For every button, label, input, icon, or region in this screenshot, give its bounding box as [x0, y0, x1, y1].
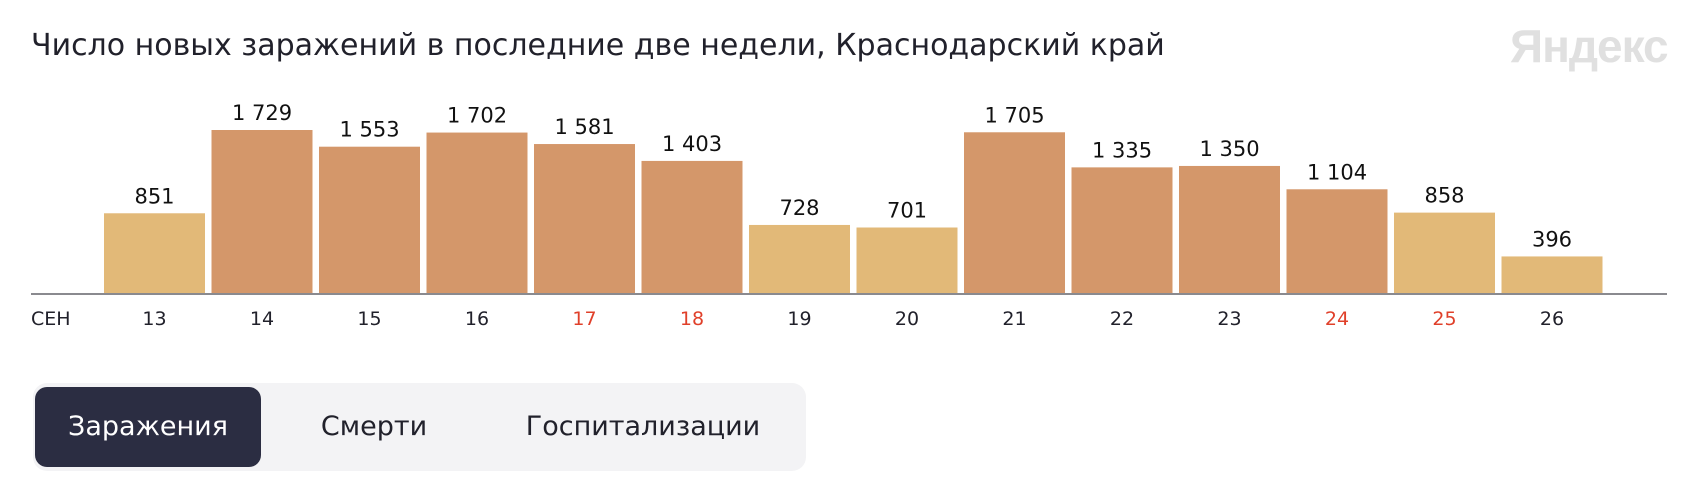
chart-title: Число новых заражений в последние две не… [31, 28, 1165, 63]
bar-21 [964, 132, 1065, 294]
value-label-21: 1 705 [984, 103, 1044, 127]
value-label-26: 396 [1532, 227, 1572, 251]
tick-label-19: 19 [787, 308, 811, 330]
yandex-logo: Яндекс [1510, 20, 1669, 72]
bar-15 [319, 146, 420, 294]
tick-label-17: 17 [572, 308, 596, 330]
value-label-25: 858 [1424, 184, 1464, 208]
bar-23 [1179, 165, 1280, 294]
bar-24 [1286, 189, 1388, 294]
value-label-20: 701 [887, 199, 927, 223]
tick-label-15: 15 [357, 308, 381, 330]
metric-tabs: Заражения Смерти Госпитализации [33, 383, 806, 471]
value-label-19: 728 [779, 196, 819, 220]
tick-label-14: 14 [250, 308, 274, 330]
tick-label-22: 22 [1110, 308, 1134, 330]
bar-18 [641, 160, 743, 294]
tick-label-24: 24 [1325, 308, 1349, 330]
tick-label-18: 18 [680, 308, 704, 330]
tick-label-21: 21 [1002, 308, 1026, 330]
tick-label-16: 16 [465, 308, 489, 330]
bar-22 [1071, 167, 1173, 294]
value-label-23: 1 350 [1199, 137, 1259, 161]
month-label: СЕН [31, 308, 71, 330]
value-label-22: 1 335 [1092, 138, 1152, 162]
value-label-24: 1 104 [1307, 160, 1367, 184]
value-label-17: 1 581 [554, 115, 614, 139]
bar-19 [749, 224, 850, 294]
tick-label-20: 20 [895, 308, 919, 330]
bar-16 [426, 132, 528, 294]
value-label-13: 851 [134, 184, 174, 208]
value-label-15: 1 553 [339, 118, 399, 142]
value-label-16: 1 702 [447, 104, 507, 128]
bar-26 [1501, 256, 1603, 294]
tick-label-23: 23 [1217, 308, 1241, 330]
tick-label-26: 26 [1540, 308, 1564, 330]
bar-20 [856, 227, 958, 294]
bar-13 [104, 213, 205, 294]
tick-label-25: 25 [1432, 308, 1456, 330]
tab-infections[interactable]: Заражения [35, 387, 261, 467]
bar-chart: 851 13 1 729 14 1 553 15 1 702 16 1 581 17 1 403 18… [31, 101, 1667, 330]
tick-label-13: 13 [142, 308, 166, 330]
value-label-18: 1 403 [662, 132, 722, 156]
tab-deaths[interactable]: Смерти [320, 411, 428, 442]
bar-25 [1394, 212, 1495, 294]
bar-14 [211, 130, 313, 294]
value-label-14: 1 729 [232, 101, 292, 125]
tab-hospitalizations[interactable]: Госпитализации [525, 411, 761, 442]
bar-17 [534, 144, 635, 294]
